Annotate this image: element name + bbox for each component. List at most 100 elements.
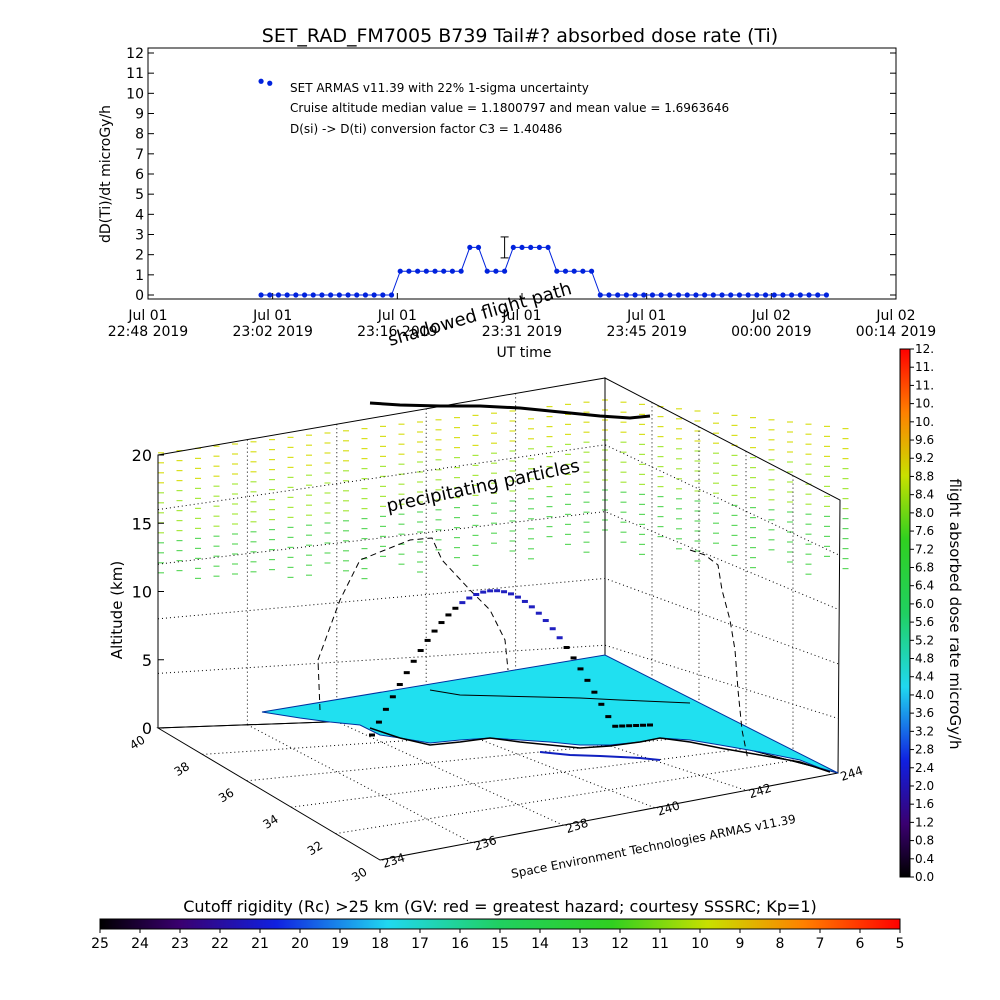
shadow-track-left [317,537,509,711]
dose-rate-point [519,244,525,251]
dose-rate-point [258,78,264,84]
bottom-colorbar-tick-label: 12 [611,936,629,952]
ground-track [429,689,691,704]
dose-rate-point [684,292,690,298]
dose-rate-point [797,292,803,298]
dose-rate-point [493,268,499,274]
right-colorbar-tick-label: 3.2 [915,724,934,738]
right-colorbar-tick-label: 9.6 [915,433,934,447]
bottom-colorbar-tick-label: 14 [531,936,549,952]
dose-rate-point [780,292,786,298]
flight-track-point [563,645,570,649]
coastline [369,727,831,773]
dose-rate-point [475,244,482,251]
right-colorbar-tick-label: 2.0 [915,779,934,793]
lat-axis-ticks: 40 38 36 34 32 30 [127,733,369,885]
shadow-track-right [689,549,749,761]
flight-track-point [375,720,382,724]
dose-rate-point [432,268,438,274]
dose-rate-point [658,292,664,298]
dose-rate-point [702,292,708,298]
lat-tick-label: 36 [216,785,236,805]
flight-track-point [640,723,647,727]
right-colorbar-tick-label: 6.0 [915,597,934,611]
dose-rate-point [441,268,447,274]
flight-track-point [445,613,452,617]
dose-rate-point [606,292,612,298]
bottom-colorbar-tick-label: 25 [91,936,109,952]
dose-rate-point [328,292,334,298]
right-colorbar-tick-label: 8.0 [915,506,934,520]
chart-title: SET_RAD_FM7005 B739 Tail#? absorbed dose… [262,25,778,47]
z-tick-label: 20 [132,446,152,465]
right-colorbar-tick-label: 12. [915,342,934,356]
right-colorbar-tick-label: 4.0 [915,688,934,702]
bottom-colorbar-tick-label: 20 [291,936,309,952]
right-colorbar [899,348,911,878]
flight-track-point [514,595,521,599]
flight-track-point [549,627,556,631]
dose-rate-point [284,292,290,298]
right-colorbar-tick-label: 10. [915,397,934,411]
floor-gridline [335,760,792,835]
bottom-colorbar-tick-label: 5 [896,936,905,952]
dose-rate-point [458,268,464,274]
flight-track-point [369,733,375,737]
bottom-colorbar-tick-label: 23 [171,936,189,952]
dose-rate-point [354,292,360,298]
dose-rate-point [754,292,760,298]
flight-track-point [556,636,563,640]
flight-track-point [633,724,640,727]
dose-rate-point [536,244,542,251]
flight-track-point [494,589,501,593]
top-x-tick-label-date: Jul 02 [875,308,915,324]
dose-rate-point [415,268,421,274]
flight-track-point [382,707,389,711]
dose-rate-point [423,268,429,274]
altitude-gridline [157,577,839,665]
top-y-tick-label: 0 [135,288,144,304]
shadow-flight-path-top [369,401,651,420]
dose-rate-point [806,292,812,298]
dose-rate-point [449,268,456,274]
right-colorbar-tick-label: 5.2 [915,633,934,647]
bottom-colorbar-ticks: 25 24 23 22 21 20 19 18 17 16 15 14 13 12 11 10 9 8 7 6 5 [91,929,904,952]
z-tick-label: 15 [132,514,152,533]
flight-track-point [403,671,410,675]
floor-gridline [291,748,745,808]
dose-rate-point [267,292,273,298]
flight-track-point [619,724,626,728]
dose-rate-point [362,292,369,298]
top-x-tick-label-date: Jul 01 [377,308,417,324]
right-colorbar-tick-label: 8.8 [915,469,934,483]
dose-rate-point [736,292,743,298]
lon-tick-label: 238 [564,816,590,836]
z-tick-label: 5 [142,651,152,670]
dose-rate-point [745,292,751,298]
dose-rate-point [371,292,377,298]
3d-box-wireframe [156,377,841,861]
flight-track-point [598,702,605,706]
flight-track-point [501,590,508,594]
top-y-tick-label: 5 [135,187,144,203]
flight-track-point [417,649,424,653]
flight-track-point [389,695,396,699]
dose-rate-point [528,244,534,251]
lon-axis-ticks: 234 236 238 240 242 244 [381,763,865,870]
bottom-colorbar-tick-label: 19 [331,936,349,952]
top-x-tick-label-time: 00:00 2019 [731,324,811,340]
lon-tick-label: 240 [655,798,681,818]
top-y-tick-label: 7 [135,147,144,163]
right-colorbar-tick-label: 0.0 [915,870,934,884]
flight-track-point [521,599,528,603]
altitude-gridline [157,444,839,556]
dose-rate-point [597,292,603,298]
dose-rate-point [380,292,386,298]
bottom-colorbar-tick-label: 11 [651,936,669,952]
dose-rate-point [545,244,551,251]
dose-rate-point [397,268,403,274]
dose-rate-point [562,268,569,274]
top-x-tick-label-date: Jul 02 [751,308,791,324]
lon-tick-label: 236 [472,833,498,853]
